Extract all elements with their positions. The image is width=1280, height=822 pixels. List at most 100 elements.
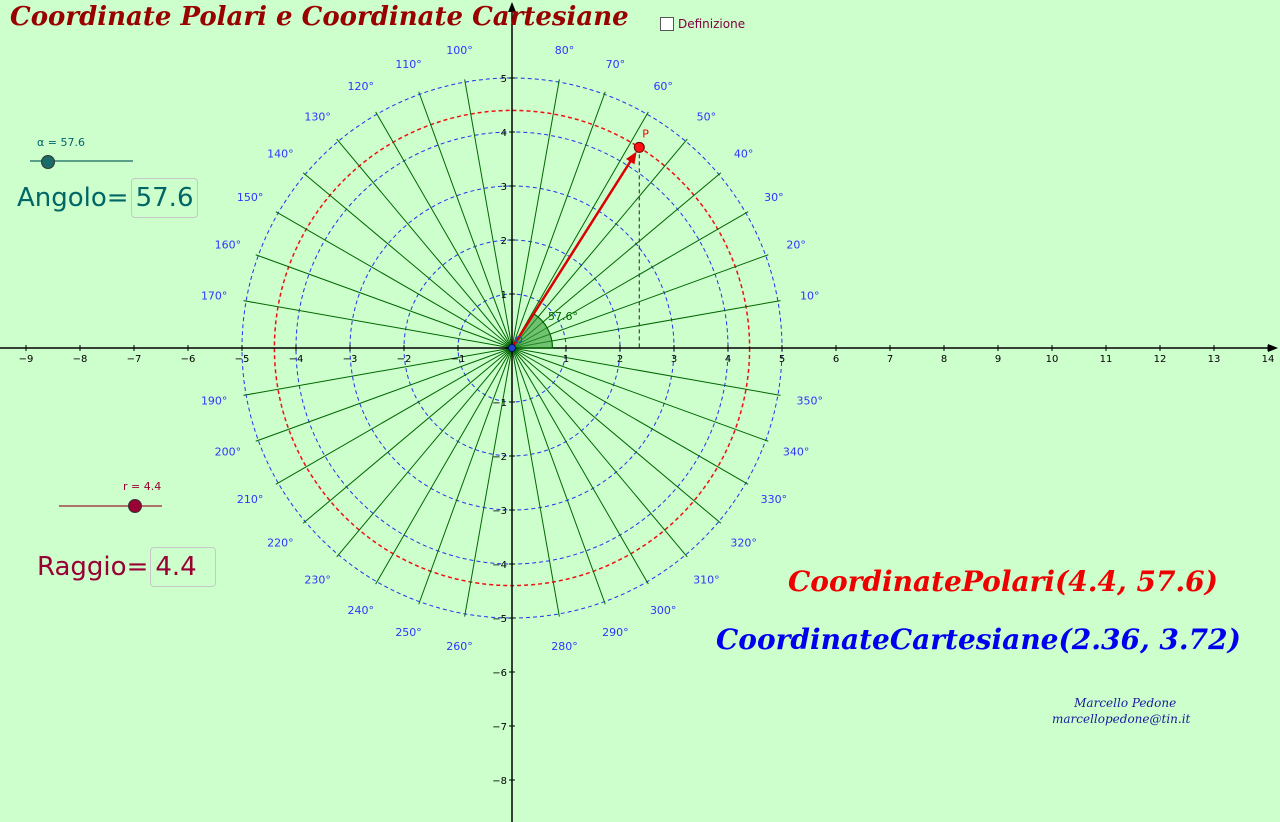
polar-coordinates-formula: CoordinatePolari(4.4, 57.6) xyxy=(788,565,1218,598)
ray-190deg xyxy=(243,347,513,396)
y-tick-label: −6 xyxy=(492,668,507,679)
author-name: Marcello Pedone marcellopedone@tin.it xyxy=(1052,696,1190,726)
y-tick-label: −8 xyxy=(492,776,507,787)
degree-label: 200° xyxy=(215,445,242,458)
ray-50deg xyxy=(511,138,688,349)
degree-label: 340° xyxy=(783,445,810,458)
x-tick-label: −1 xyxy=(451,354,466,365)
degree-label: 50° xyxy=(697,110,717,123)
y-tick-label: −4 xyxy=(492,560,507,571)
degree-label: 240° xyxy=(348,604,375,617)
ray-130deg xyxy=(336,138,513,349)
page-title: Coordinate Polari e Coordinate Cartesian… xyxy=(10,2,629,32)
ray-350deg xyxy=(511,347,781,396)
degree-label: 150° xyxy=(237,191,264,204)
angle-input[interactable]: 57.6 xyxy=(130,178,199,218)
x-tick-label: 1 xyxy=(563,354,569,365)
ray-140deg xyxy=(302,172,513,349)
x-tick-label: 10 xyxy=(1046,354,1059,365)
degree-label: 70° xyxy=(606,58,626,71)
alpha-slider[interactable]: α = 57.6 xyxy=(30,134,140,174)
radius-slider-caption: r = 4.4 xyxy=(123,480,162,493)
degree-label: 230° xyxy=(304,574,331,587)
degree-label: 210° xyxy=(237,493,264,506)
ray-210deg xyxy=(275,347,513,485)
degree-label: 140° xyxy=(267,148,294,161)
x-tick-label: −6 xyxy=(181,354,196,365)
degree-label: 110° xyxy=(395,58,422,71)
y-tick-label: −5 xyxy=(492,614,507,625)
y-tick-label: 4 xyxy=(501,128,507,139)
degree-label: 20° xyxy=(786,239,806,252)
y-tick-label: −2 xyxy=(492,452,507,463)
degree-label: 250° xyxy=(395,626,422,639)
alpha-slider-track[interactable] xyxy=(30,160,133,162)
x-tick-label: −8 xyxy=(73,354,88,365)
ray-70deg xyxy=(511,91,606,349)
x-tick-label: 6 xyxy=(833,354,839,365)
cartesian-coordinates-formula: CoordinateCartesiane(2.36, 3.72) xyxy=(716,623,1241,656)
ray-230deg xyxy=(336,347,513,558)
ray-310deg xyxy=(511,347,688,558)
degree-label: 190° xyxy=(201,395,228,408)
point-p[interactable] xyxy=(633,141,645,153)
ray-240deg xyxy=(375,347,513,585)
angle-label: Angolo= xyxy=(17,183,129,213)
degree-label: 280° xyxy=(551,640,578,653)
alpha-slider-knob[interactable] xyxy=(41,155,55,169)
y-tick-label: 2 xyxy=(501,236,507,247)
ray-170deg xyxy=(243,300,513,349)
x-tick-label: 4 xyxy=(725,354,731,365)
ray-260deg xyxy=(464,347,513,617)
degree-label: 330° xyxy=(761,493,788,506)
angle-label: 57.6° xyxy=(548,310,578,323)
radius-slider-track[interactable] xyxy=(59,505,162,507)
checkbox-box[interactable] xyxy=(660,17,674,31)
ray-60deg xyxy=(511,111,649,349)
degree-label: 40° xyxy=(734,148,754,161)
x-tick-label: 9 xyxy=(995,354,1001,365)
ray-250deg xyxy=(418,347,513,605)
radius-slider-knob[interactable] xyxy=(128,499,142,513)
ray-150deg xyxy=(275,211,513,349)
radius-label: Raggio= xyxy=(37,552,149,582)
ray-40deg xyxy=(511,172,722,349)
degree-label: 290° xyxy=(602,626,629,639)
x-tick-label: 3 xyxy=(671,354,677,365)
point-p-label: P xyxy=(642,127,649,140)
y-tick-label: 1 xyxy=(501,290,507,301)
radius-slider[interactable]: r = 4.4 xyxy=(59,479,169,519)
ray-280deg xyxy=(511,347,560,617)
ray-100deg xyxy=(464,79,513,349)
y-tick-label: 3 xyxy=(501,182,507,193)
x-axis-arrow xyxy=(1268,344,1278,352)
definition-checkbox[interactable]: Definizione xyxy=(660,17,745,31)
degree-label: 130° xyxy=(304,110,331,123)
degree-label: 160° xyxy=(215,239,242,252)
position-vector xyxy=(510,157,634,349)
degree-label: 300° xyxy=(650,604,677,617)
degree-label: 320° xyxy=(730,536,757,549)
degree-label: 220° xyxy=(267,536,294,549)
vector-arrowhead xyxy=(625,151,637,165)
ray-110deg xyxy=(418,91,513,349)
checkbox-label: Definizione xyxy=(678,17,746,31)
x-tick-label: −3 xyxy=(343,354,358,365)
x-tick-label: 14 xyxy=(1262,354,1275,365)
ray-330deg xyxy=(511,347,749,485)
x-tick-label: 8 xyxy=(941,354,947,365)
degree-label: 170° xyxy=(201,289,228,302)
degree-label: 350° xyxy=(797,395,824,408)
author-email: marcellopedone@tin.it xyxy=(1052,712,1191,726)
origin-label: O xyxy=(515,335,523,346)
x-tick-label: 13 xyxy=(1208,354,1221,365)
ray-80deg xyxy=(511,79,560,349)
radius-input[interactable]: 4.4 xyxy=(150,547,217,587)
x-tick-label: −4 xyxy=(289,354,304,365)
x-tick-label: −2 xyxy=(397,354,412,365)
ray-200deg xyxy=(255,347,513,442)
x-tick-label: 2 xyxy=(617,354,623,365)
alpha-slider-caption: α = 57.6 xyxy=(37,136,85,149)
ray-20deg xyxy=(511,254,769,349)
